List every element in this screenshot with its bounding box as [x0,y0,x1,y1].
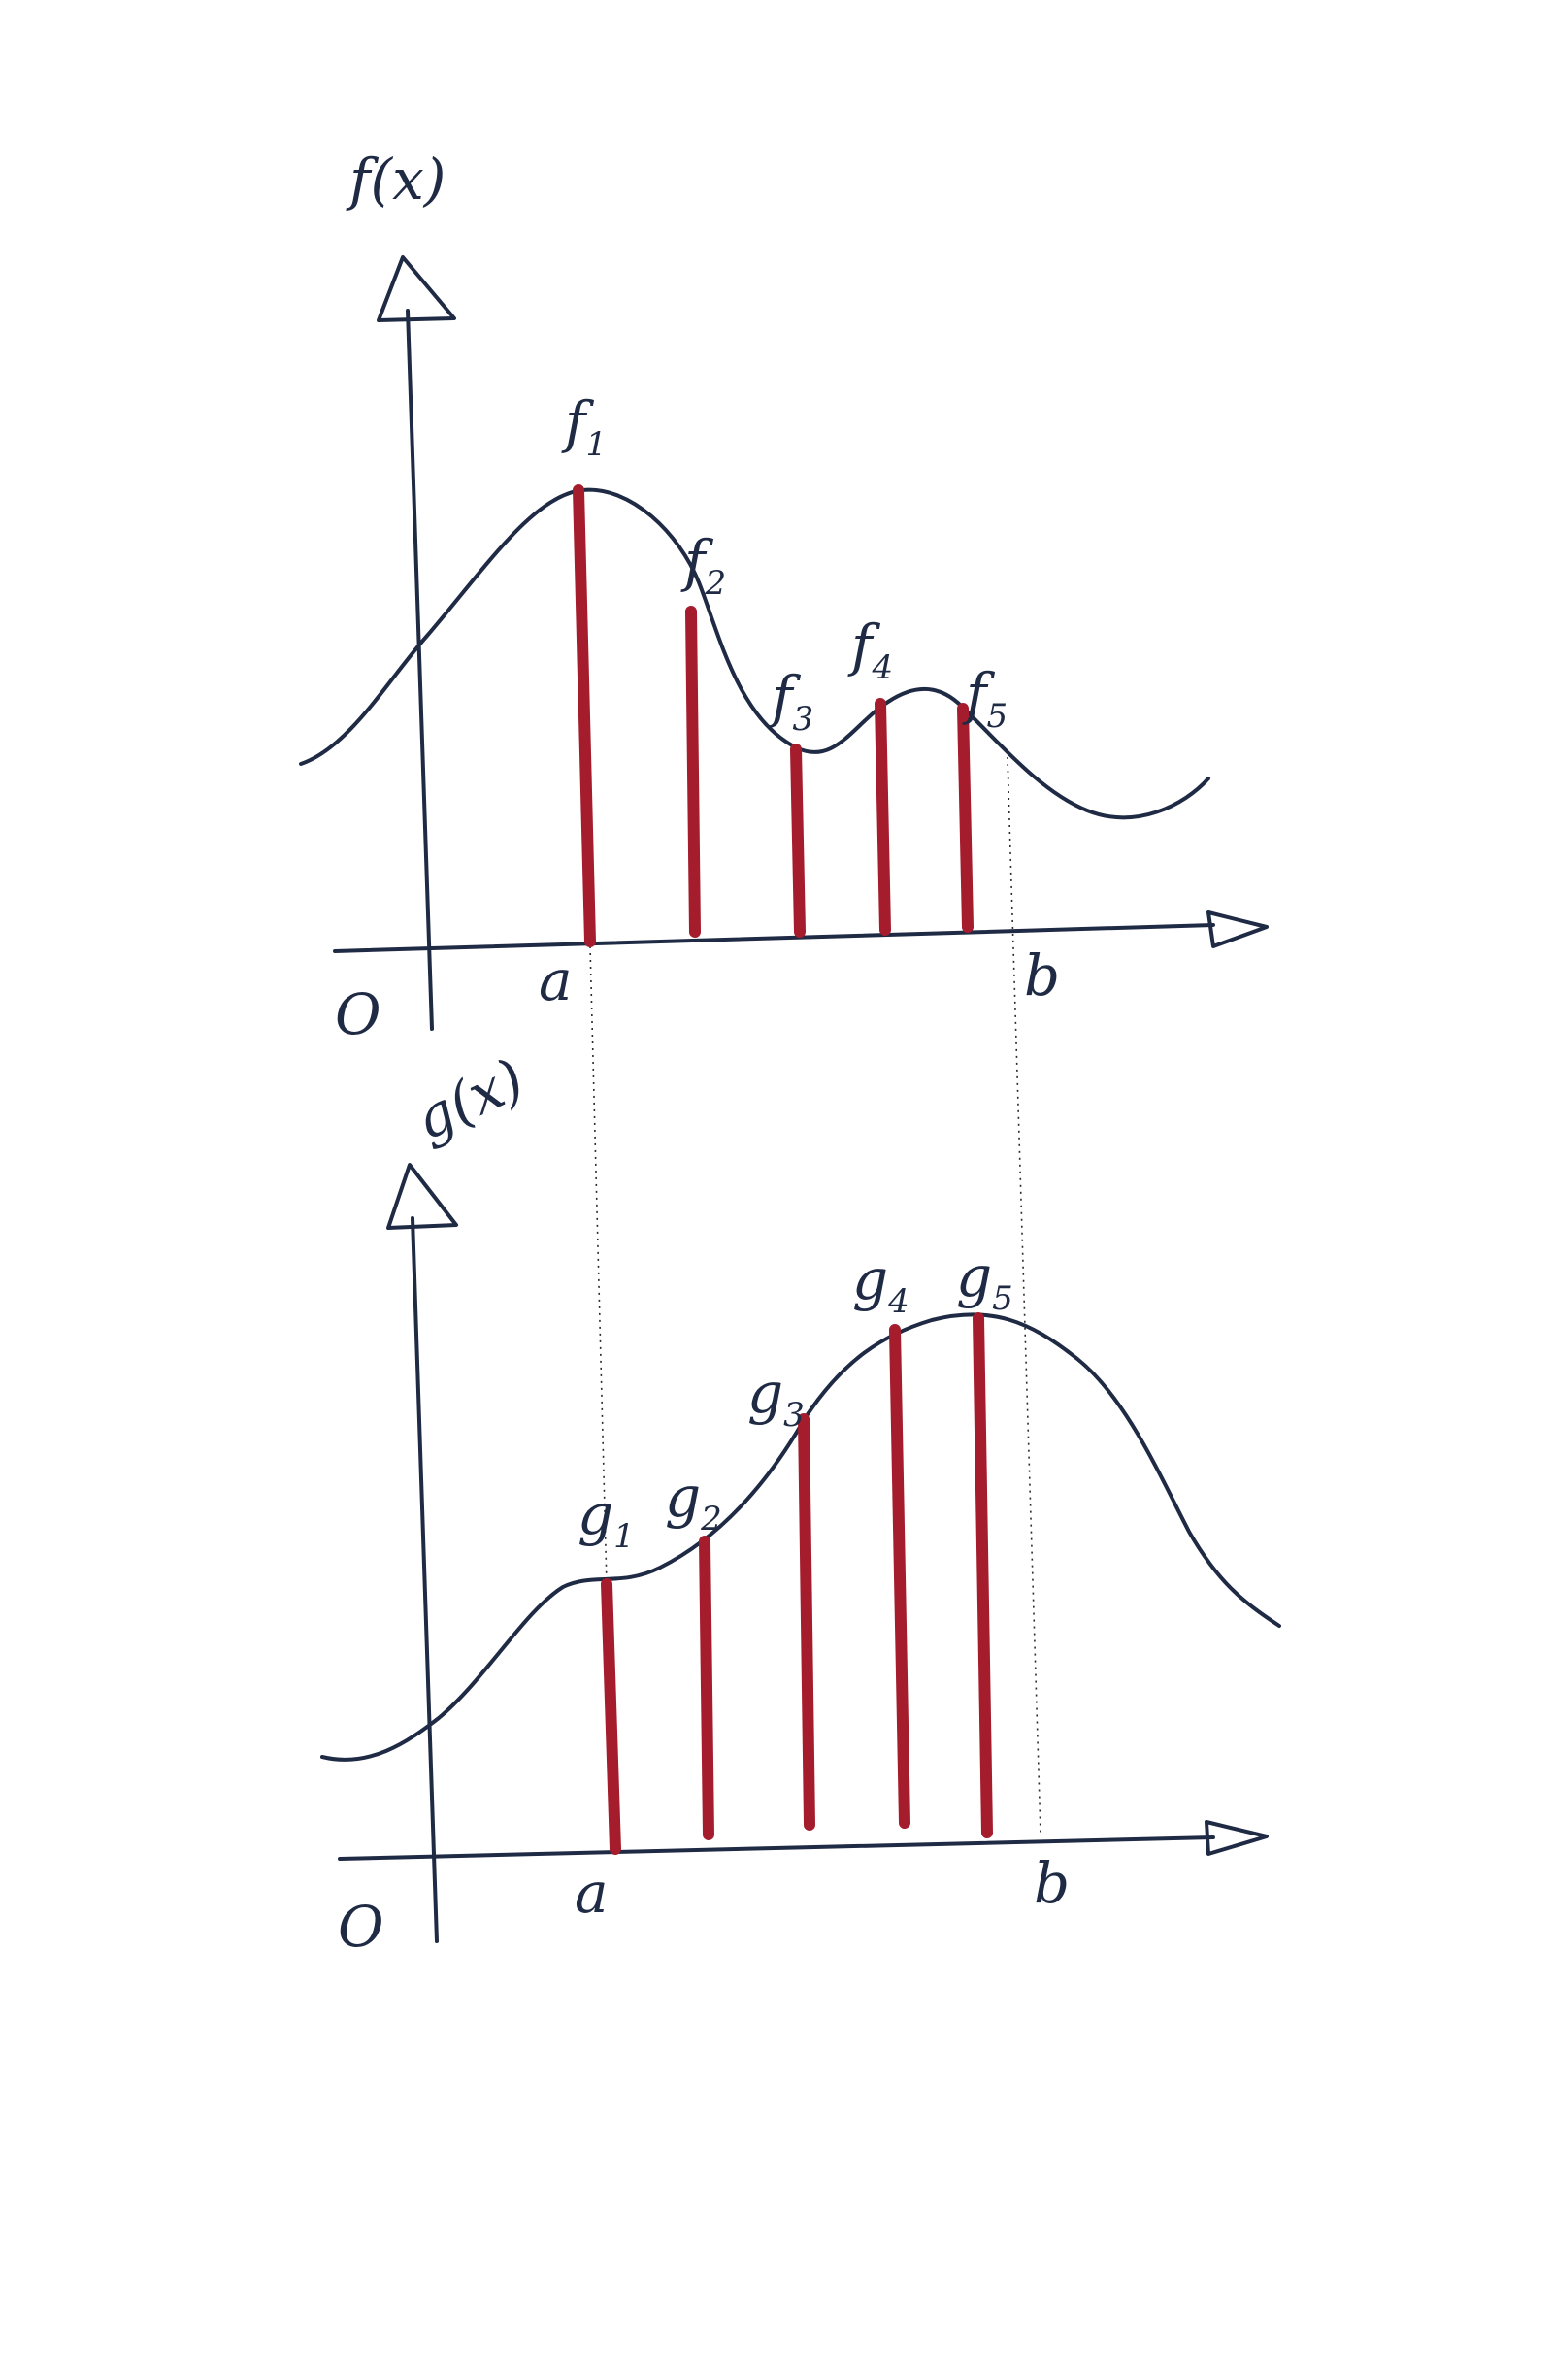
bottom-y-arrowhead [386,1163,458,1230]
bottom-y-axis [411,1216,439,1943]
g3-label: g3 [747,1360,805,1435]
g5-label: g5 [956,1243,1013,1318]
g3-sample-line [798,1413,815,1831]
f1-sample-line [573,484,596,947]
top-x-arrowhead [1206,910,1269,948]
g-sample-lines [601,1312,993,1855]
f4-sample-line [875,698,891,936]
top-axis-label: f(x) [346,147,446,213]
projection-guides [589,756,1041,1850]
g1-sample-line [601,1578,621,1855]
f-sample-lines [573,484,974,947]
bottom-b-label: b [1034,1850,1070,1916]
top-plot: f(x) O a b f1 f2 f3 f4 f5 [299,147,1269,1047]
bottom-a-label: a [575,1860,609,1926]
bottom-x-arrowhead [1205,1820,1269,1856]
f2-label: f2 [680,528,726,603]
top-a-label: a [539,947,573,1013]
top-y-arrowhead [377,255,456,322]
f5-label: f5 [962,661,1008,736]
f-sample-labels: f1 f2 f3 f4 f5 [561,389,1008,739]
top-y-axis [406,309,434,1031]
bottom-axis-label: g(x) [405,1045,534,1152]
g5-sample-line [973,1312,993,1838]
g2-label: g2 [665,1464,722,1538]
top-x-axis [333,923,1215,953]
g1-label: g1 [578,1481,635,1556]
f5-sample-line [957,703,974,933]
f1-label: f1 [561,389,607,464]
g2-sample-line [699,1536,714,1840]
f4-label: f4 [847,612,893,687]
bottom-x-axis [338,1835,1215,1861]
a-guide-line [589,945,614,1850]
bottom-origin-label: O [338,1894,384,1960]
top-b-label: b [1024,942,1060,1008]
bottom-plot: g(x) O a b g1 g2 g3 g4 g5 [320,1045,1281,1960]
g4-label: g4 [852,1246,909,1321]
f3-sample-line [790,744,806,938]
g-sample-labels: g1 g2 g3 g4 g5 [578,1243,1013,1556]
f2-sample-line [685,606,701,938]
f3-label: f3 [768,664,813,739]
g4-sample-line [889,1324,910,1829]
top-origin-label: O [335,981,381,1047]
f-curve [299,487,1210,820]
b-guide-line [1007,756,1041,1835]
